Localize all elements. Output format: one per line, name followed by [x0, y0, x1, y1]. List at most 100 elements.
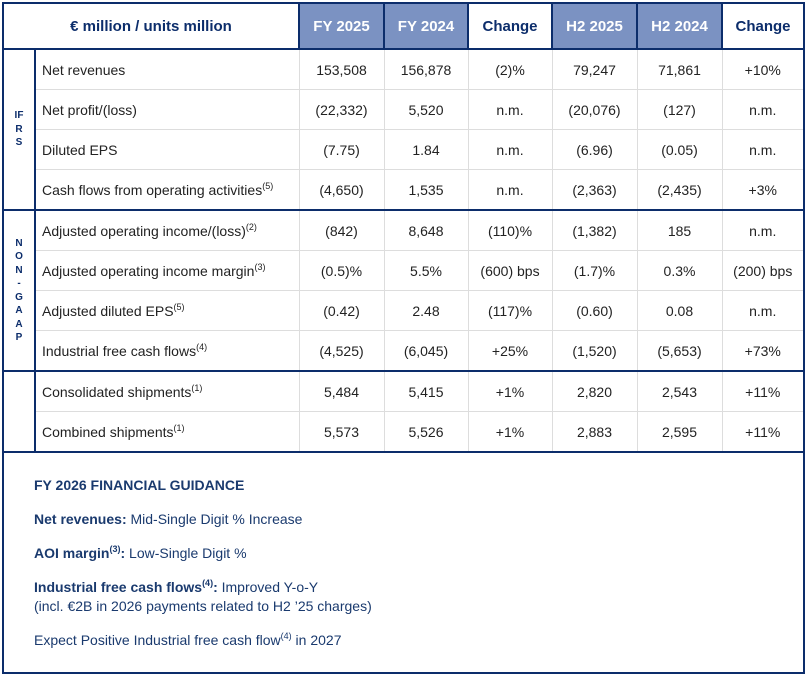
value-cell: (5,653) [636, 330, 723, 372]
value-cell: 156,878 [383, 48, 469, 90]
value-cell: 5,415 [383, 370, 469, 412]
value-cell: (4,525) [298, 330, 385, 372]
value-cell: (1,520) [551, 330, 638, 372]
value-cell: n.m. [721, 209, 803, 251]
value-cell: n.m. [721, 89, 803, 130]
value-cell: (110)% [467, 209, 553, 251]
group-label-cell: NON-GAAP [4, 210, 35, 372]
col-fy2024: FY 2024 [384, 4, 469, 50]
guidance-footer: Expect Positive Industrial free cash flo… [34, 631, 342, 649]
table-row: Net profit/(loss) (22,332) 5,520 n.m. (20,07… [4, 89, 803, 130]
value-cell: n.m. [721, 290, 803, 331]
value-cell: +3% [721, 169, 803, 211]
value-cell: (0.5)% [298, 250, 385, 291]
value-cell: 1.84 [383, 129, 469, 170]
value-cell: (0.05) [636, 129, 723, 170]
unit-header: € million / units million [4, 4, 300, 50]
table-row: Consolidated shipments(1) 5,484 5,415 +1% 2,… [4, 370, 803, 453]
row-label: Net profit/(loss) [34, 89, 300, 130]
value-cell: n.m. [467, 169, 553, 211]
value-cell: 0.08 [636, 290, 723, 331]
table-row: IFRS Net revenues 153,508 156,878 (2)% 79,247… [4, 48, 803, 211]
value-cell: (7.75) [298, 129, 385, 170]
results-table: € million / units million FY 2025 FY 202… [4, 4, 803, 453]
value-cell: (117)% [467, 290, 553, 331]
value-cell: (4,650) [298, 169, 385, 211]
row-label: Diluted EPS [34, 129, 300, 170]
value-cell: 2,543 [636, 370, 723, 412]
value-cell: 5.5% [383, 250, 469, 291]
value-cell: (0.42) [298, 290, 385, 331]
value-cell: (0.60) [551, 290, 638, 331]
value-cell: (1,382) [551, 209, 638, 251]
value-cell: (2,435) [636, 169, 723, 211]
col-change-h2: Change [722, 4, 803, 50]
value-cell: +11% [721, 370, 803, 412]
table-row: Cash flows from operating activities(5)(… [4, 169, 803, 211]
value-cell: (1.7)% [551, 250, 638, 291]
col-h22025: H2 2025 [552, 4, 638, 50]
row-label: Consolidated shipments(1) [34, 370, 300, 412]
row-label: Adjusted diluted EPS(5) [34, 290, 300, 331]
col-fy2025: FY 2025 [299, 4, 385, 50]
value-cell: (6.96) [551, 129, 638, 170]
value-cell: 2,820 [551, 370, 638, 412]
value-cell: (127) [636, 89, 723, 130]
value-cell: 5,526 [383, 411, 469, 453]
value-cell: 71,861 [636, 48, 723, 90]
value-cell: (22,332) [298, 89, 385, 130]
table-row: Adjusted diluted EPS(5) (0.42) 2.48 (117)%(… [4, 290, 803, 331]
table-row: NON-GAAP Adjusted operating income/(loss)… [4, 209, 803, 372]
value-cell: (2,363) [551, 169, 638, 211]
value-cell: +1% [467, 370, 553, 412]
value-cell: n.m. [467, 89, 553, 130]
value-cell: 5,520 [383, 89, 469, 130]
value-cell: 0.3% [636, 250, 723, 291]
guidance-item: AOI margin(3): Low-Single Digit % [34, 544, 247, 562]
row-label: Industrial free cash flows(4) [34, 330, 300, 372]
group-label: NON-GAAP [15, 237, 23, 344]
value-cell: 2,595 [636, 411, 723, 453]
row-label: Adjusted operating income margin(3) [34, 250, 300, 291]
value-cell: +11% [721, 411, 803, 453]
value-cell: +1% [467, 411, 553, 453]
value-cell: (600) bps [467, 250, 553, 291]
value-cell: n.m. [467, 129, 553, 170]
row-label: Adjusted operating income/(loss)(2) [34, 209, 300, 251]
row-label: Net revenues [34, 48, 300, 90]
value-cell: +73% [721, 330, 803, 372]
row-label: Combined shipments(1) [34, 411, 300, 453]
row-label: Cash flows from operating activities(5) [34, 169, 300, 211]
guidance-section: FY 2026 FINANCIAL GUIDANCE Net revenues:… [34, 476, 372, 665]
group-label: IFRS [14, 110, 24, 149]
group-label-cell: IFRS [4, 49, 35, 211]
guidance-item: Industrial free cash flows(4): Improved … [34, 578, 372, 615]
value-cell: n.m. [721, 129, 803, 170]
value-cell: 1,535 [383, 169, 469, 211]
value-cell: (200) bps [721, 250, 803, 291]
value-cell: (842) [298, 209, 385, 251]
table-row: Combined shipments(1) 5,573 5,526 +1% 2,883 2… [4, 411, 803, 453]
guidance-title: FY 2026 FINANCIAL GUIDANCE [34, 477, 245, 493]
value-cell: 5,573 [298, 411, 385, 453]
col-h22024: H2 2024 [637, 4, 723, 50]
value-cell: 79,247 [551, 48, 638, 90]
table-row: Diluted EPS (7.75) 1.84 n.m. (6.96) (0.05) n.m… [4, 129, 803, 170]
col-change-fy: Change [468, 4, 553, 50]
value-cell: 2,883 [551, 411, 638, 453]
value-cell: 8,648 [383, 209, 469, 251]
group-label-cell [4, 371, 35, 453]
value-cell: 5,484 [298, 370, 385, 412]
value-cell: 185 [636, 209, 723, 251]
value-cell: +10% [721, 48, 803, 90]
guidance-item: Net revenues: Mid-Single Digit % Increas… [34, 511, 303, 527]
table-row: Adjusted operating income margin(3) (0.5)… [4, 250, 803, 291]
value-cell: 2.48 [383, 290, 469, 331]
table-row: Industrial free cash flows(4) (4,525) (6,0… [4, 330, 803, 372]
value-cell: (20,076) [551, 89, 638, 130]
header-row: € million / units million FY 2025 FY 202… [4, 4, 803, 50]
value-cell: +25% [467, 330, 553, 372]
value-cell: 153,508 [298, 48, 385, 90]
value-cell: (2)% [467, 48, 553, 90]
